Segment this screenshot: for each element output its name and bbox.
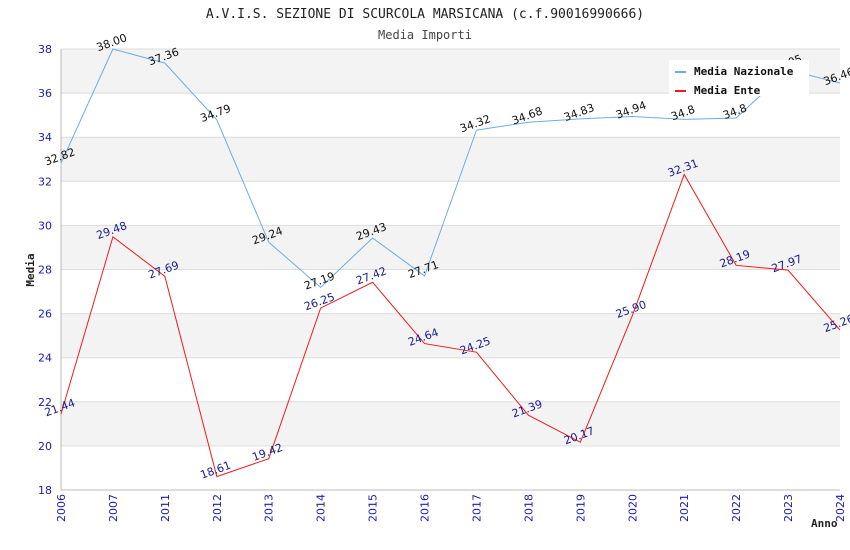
legend-label-media-nazionale: Media Nazionale (694, 65, 794, 78)
series-line-media-ente (60, 173, 841, 478)
x-tick-label: 2020 (626, 494, 639, 522)
legend-label-media-ente: Media Ente (694, 84, 761, 97)
y-tick-label: 34 (38, 131, 52, 144)
legend-box (669, 60, 809, 96)
plot-band (61, 313, 840, 358)
y-tick-label: 20 (38, 440, 52, 453)
y-tick-label: 28 (38, 264, 52, 277)
x-tick-label: 2014 (315, 494, 328, 522)
x-tick-label: 2018 (522, 494, 535, 522)
y-axis-label: Media (24, 253, 37, 286)
plot-band (61, 225, 840, 270)
x-tick-label: 2013 (263, 494, 276, 522)
y-tick-label: 36 (38, 87, 52, 100)
y-tick-label: 26 (38, 308, 52, 321)
y-tick-label: 30 (38, 219, 52, 232)
plot-band (61, 445, 840, 490)
y-tick-label: 22 (38, 396, 52, 409)
plot-band (61, 357, 840, 402)
legend: Media Nazionale Media Ente (669, 60, 809, 97)
chart-subtitle: Media Importi (378, 28, 472, 42)
x-tick-label: 2021 (678, 494, 691, 522)
x-tick-label: 2016 (419, 494, 432, 522)
plot-band (61, 269, 840, 314)
x-tick-label: 2011 (159, 494, 172, 522)
plot-band (61, 401, 840, 446)
plot-background-bands (61, 49, 840, 490)
y-tick-label: 18 (38, 484, 52, 497)
x-tick-label: 2007 (107, 494, 120, 522)
series-lines (60, 48, 841, 478)
y-tick-label: 32 (38, 175, 52, 188)
y-tick-label: 38 (38, 43, 52, 56)
x-tick-label: 2015 (367, 494, 380, 522)
x-tick-label: 2023 (782, 494, 795, 522)
plot-band (61, 93, 840, 138)
y-tick-label: 24 (38, 352, 52, 365)
x-tick-labels: 2006 2007 2011 2012 2013 2014 2015 2016 2017 2018… (55, 494, 847, 522)
series-line-media-nazionale (60, 48, 841, 289)
x-tick-label: 2024 (834, 494, 847, 522)
x-axis-label: Anno (811, 517, 838, 530)
x-tick-label: 2012 (211, 494, 224, 522)
plot-band (61, 137, 840, 182)
x-tick-label: 2006 (55, 494, 68, 522)
x-tick-label: 2022 (730, 494, 743, 522)
y-tick-labels: 18 20 22 24 26 28 30 32 34 36 38 (38, 43, 52, 497)
x-tick-label: 2017 (470, 494, 483, 522)
x-tick-label: 2019 (574, 494, 587, 522)
chart-title: A.V.I.S. SEZIONE DI SCURCOLA MARSICANA (… (206, 7, 644, 22)
